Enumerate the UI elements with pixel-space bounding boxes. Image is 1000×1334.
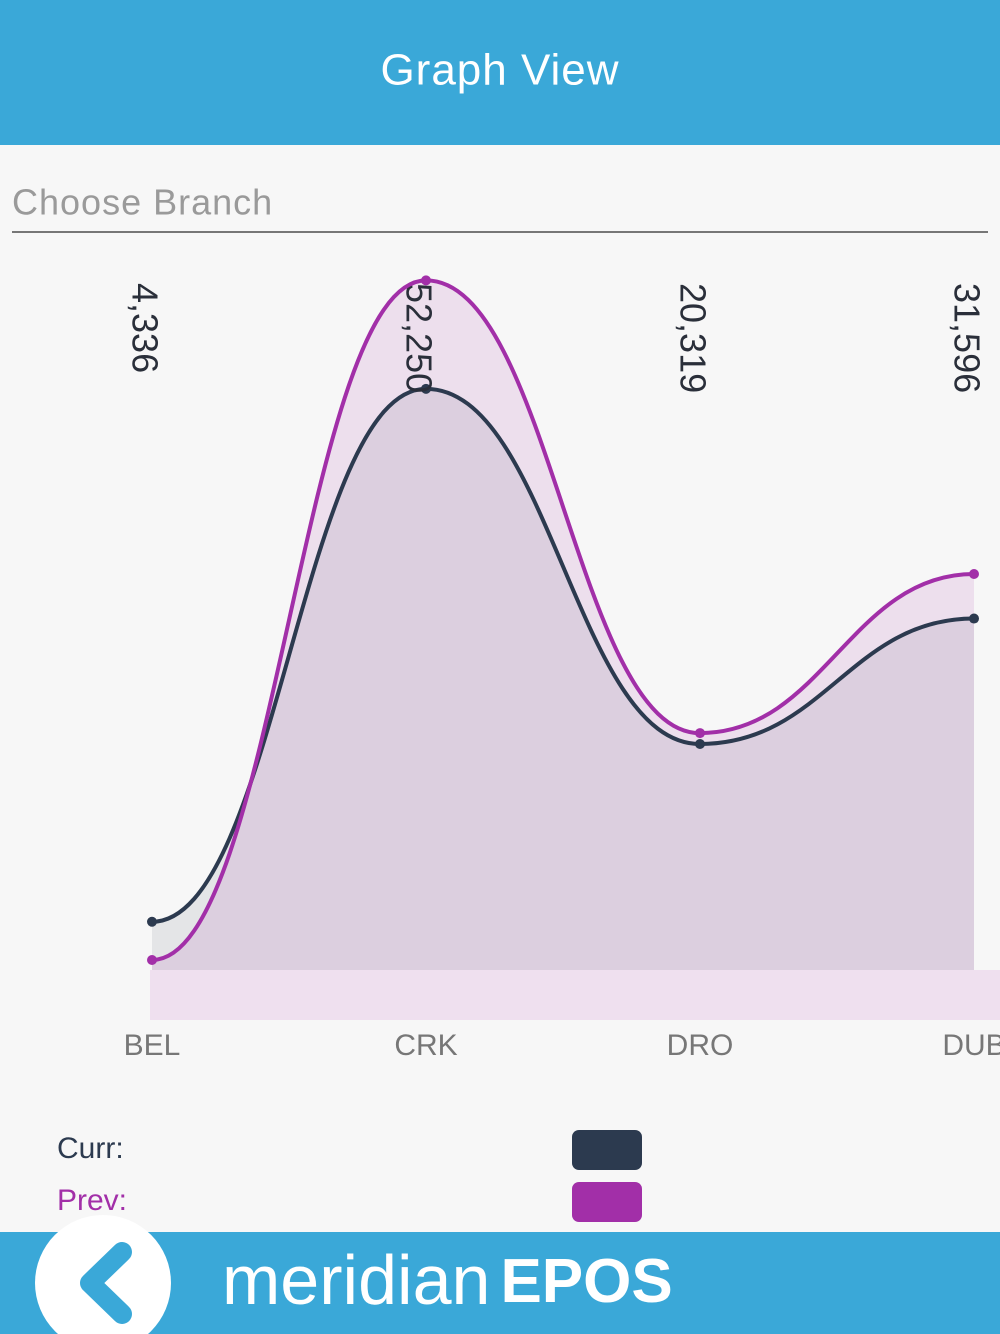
x-tick-label: DUB (942, 1029, 1000, 1062)
brand-light: meridian (222, 1241, 490, 1319)
data-label: 31,596 (947, 283, 988, 393)
data-point (695, 728, 705, 739)
x-tick-label: DRO (667, 1029, 734, 1062)
legend: Curr: Prev: (57, 1130, 642, 1222)
data-point (421, 275, 431, 286)
series-line (151, 278, 975, 962)
legend-swatch (572, 1182, 642, 1222)
data-label: 20,319 (673, 283, 714, 393)
back-chevron[interactable] (80, 1242, 132, 1324)
branch-placeholder[interactable]: Choose Branch (12, 182, 273, 223)
data-point (695, 738, 705, 749)
data-label: 4,336 (125, 283, 166, 373)
branch-select[interactable]: Choose Branch (12, 182, 988, 233)
brand-logo: meridian EPOS (222, 1241, 673, 1319)
data-point (969, 569, 979, 580)
plot-area: 4,336 52,250 20,319 31,596 BEL CRK DRO DUB (124, 275, 1000, 1062)
x-tick-label: CRK (394, 1029, 457, 1062)
legend-swatch (572, 1130, 642, 1170)
back-button[interactable] (35, 1215, 171, 1334)
header-title: Graph View (380, 46, 619, 95)
data-point (147, 954, 157, 965)
chart-base-band (150, 970, 1000, 1020)
x-tick-label: BEL (124, 1029, 181, 1062)
legend-label: Curr: (57, 1132, 124, 1165)
data-point (147, 916, 157, 927)
series-area (152, 388, 974, 971)
data-point (421, 383, 431, 394)
series-line (151, 386, 975, 924)
brand-bold: EPOS (500, 1247, 672, 1316)
legend-label: Prev: (57, 1184, 127, 1217)
data-point (969, 613, 979, 624)
data-label: 52,250 (399, 283, 440, 393)
header-bar (0, 0, 1000, 145)
